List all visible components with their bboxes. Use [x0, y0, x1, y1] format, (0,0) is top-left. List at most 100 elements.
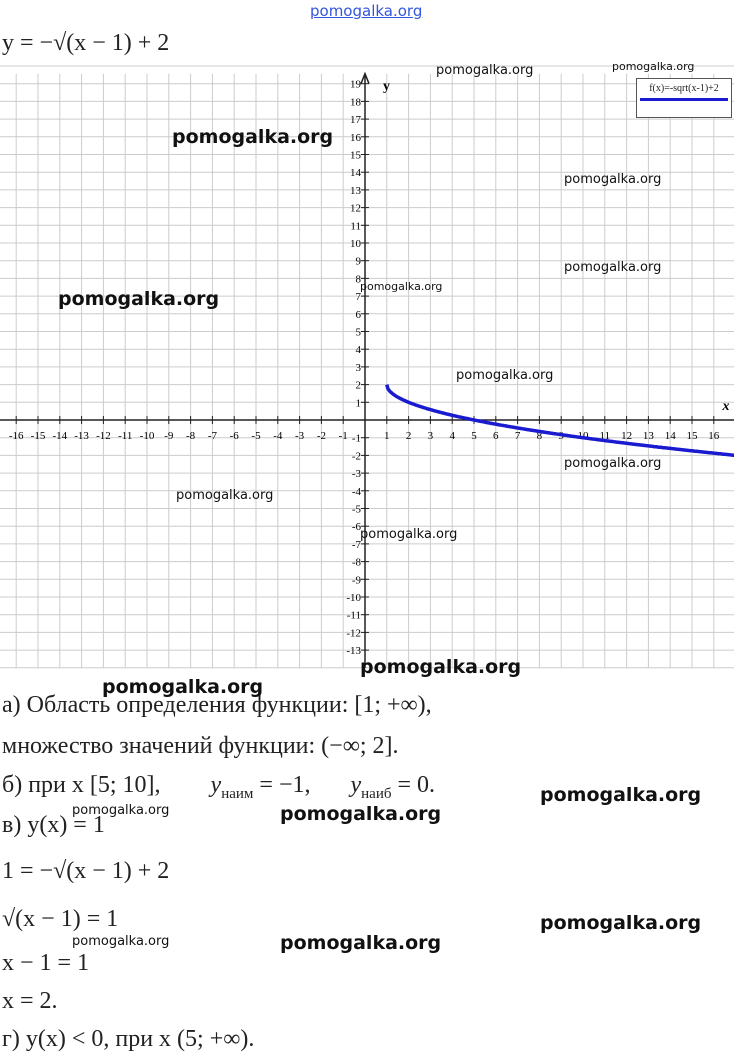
- x-tick-label: -6: [230, 430, 240, 442]
- y-tick-label: -4: [352, 486, 362, 498]
- y-tick-label: -9: [352, 574, 362, 586]
- solution-eq3: x − 1 = 1: [2, 950, 90, 976]
- x-tick-label: 2: [406, 430, 412, 442]
- y-tick-label: 9: [356, 256, 362, 268]
- watermark: pomogalka.org: [564, 456, 662, 471]
- x-tick-label: -7: [208, 430, 218, 442]
- x-tick-label: -11: [118, 430, 132, 442]
- solution-eq1: 1 = −√(x − 1) + 2: [2, 858, 170, 884]
- watermark: pomogalka.org: [360, 656, 522, 678]
- max-val: = 0.: [391, 772, 436, 798]
- watermark: pomogalka.org: [72, 934, 170, 949]
- y-var: y: [350, 772, 362, 798]
- y-tick-label: 7: [356, 291, 362, 303]
- x-tick-label: -16: [9, 430, 24, 442]
- x-tick-label: -14: [52, 430, 67, 442]
- watermark: pomogalka.org: [540, 784, 702, 806]
- y-tick-label: -3: [352, 468, 362, 480]
- y-tick-label: 18: [350, 96, 362, 108]
- x-tick-label: 5: [471, 430, 477, 442]
- y-tick-label: 2: [356, 380, 362, 392]
- max-sub: наиб: [361, 785, 392, 802]
- x-tick-label: -12: [96, 430, 111, 442]
- watermark: pomogalka.org: [612, 60, 695, 73]
- y-tick-label: -1: [352, 433, 361, 445]
- solution-eq2: √(x − 1) = 1: [2, 906, 119, 932]
- x-tick-label: 13: [643, 430, 655, 442]
- y-tick-label: -5: [352, 504, 362, 516]
- watermark: pomogalka.org: [540, 912, 702, 934]
- watermark: pomogalka.org: [564, 260, 662, 275]
- x-tick-label: 14: [665, 430, 677, 442]
- x-tick-label: -4: [273, 430, 283, 442]
- y-tick-label: 4: [356, 344, 362, 356]
- solution-line-a: а) Область определения функции: [1; +∞),: [2, 692, 432, 718]
- chart-legend: f(x)=-sqrt(x-1)+2: [636, 78, 732, 118]
- watermark: pomogalka.org: [456, 368, 554, 383]
- site-link[interactable]: pomogalka.org: [310, 2, 423, 20]
- y-var: y: [210, 772, 222, 798]
- y-tick-label: 13: [350, 185, 362, 197]
- x-tick-label: -10: [140, 430, 155, 442]
- y-tick-label: 11: [350, 220, 361, 232]
- y-tick-label: 3: [356, 362, 362, 374]
- y-tick-label: 17: [350, 114, 362, 126]
- x-tick-label: -13: [74, 430, 89, 442]
- x-tick-label: 1: [384, 430, 390, 442]
- x-tick-label: 7: [515, 430, 521, 442]
- x-tick-label: 8: [537, 430, 543, 442]
- solution-line-b: б) при x [5; 10], yнаим = −1, yнаиб = 0.: [2, 772, 435, 803]
- y-tick-label: 15: [350, 150, 362, 162]
- x-tick-label: -1: [339, 430, 348, 442]
- y-tick-label: -7: [352, 539, 362, 551]
- watermark: pomogalka.org: [564, 172, 662, 187]
- y-axis-arrow: [360, 71, 370, 84]
- formula: y = −√(x − 1) + 2: [2, 30, 170, 56]
- watermark: pomogalka.org: [72, 803, 170, 818]
- x-tick-label: 4: [449, 430, 455, 442]
- y-tick-label: -12: [346, 627, 361, 639]
- y-tick-label: 10: [350, 238, 362, 250]
- x-tick-label: 15: [687, 430, 699, 442]
- function-graph: xy-16 -15 -14 -13 -12 -11 -10 -9 -8 -7 -6 -5 -4 -3 -2-…: [0, 65, 734, 669]
- y-axis-label: y: [383, 79, 390, 94]
- legend-line: [640, 98, 728, 101]
- watermark: pomogalka.org: [436, 63, 534, 78]
- y-tick-label: -6: [352, 521, 362, 533]
- x-tick-label: 11: [600, 430, 611, 442]
- x-tick-label: -3: [295, 430, 305, 442]
- y-tick-label: 8: [356, 273, 362, 285]
- solution-line-range: множество значений функции: (−∞; 2].: [2, 733, 399, 759]
- y-tick-label: 14: [350, 167, 362, 179]
- legend-label: f(x)=-sqrt(x-1)+2: [649, 83, 719, 94]
- x-tick-label: -2: [317, 430, 326, 442]
- watermark: pomogalka.org: [280, 803, 442, 825]
- solution-line-g: г) y(x) < 0, при x (5; +∞).: [2, 1026, 255, 1052]
- y-tick-label: 5: [356, 327, 362, 339]
- b-text: б) при x [5; 10],: [2, 772, 161, 798]
- x-tick-label: 3: [428, 430, 434, 442]
- y-tick-label: 1: [356, 397, 362, 409]
- solution-eq4: x = 2.: [2, 988, 58, 1014]
- min-val: = −1,: [253, 772, 311, 798]
- watermark: pomogalka.org: [58, 288, 220, 310]
- watermark: pomogalka.org: [360, 527, 458, 542]
- function-curve: [385, 384, 734, 458]
- watermark: pomogalka.org: [176, 488, 274, 503]
- y-tick-label: -8: [352, 557, 362, 569]
- y-tick-label: 6: [356, 309, 362, 321]
- y-tick-label: 16: [350, 132, 362, 144]
- x-axis-label: x: [722, 399, 730, 414]
- watermark: pomogalka.org: [280, 932, 442, 954]
- watermark: pomogalka.org: [102, 676, 264, 698]
- x-tick-label: 12: [621, 430, 632, 442]
- watermark: pomogalka.org: [360, 280, 443, 293]
- x-tick-label: -5: [251, 430, 261, 442]
- y-tick-label: -13: [346, 645, 361, 657]
- watermark: pomogalka.org: [172, 126, 334, 148]
- x-tick-label: 16: [708, 430, 720, 442]
- y-tick-label: -2: [352, 450, 361, 462]
- x-tick-label: -9: [164, 430, 174, 442]
- x-tick-label: -15: [31, 430, 46, 442]
- solution-line-v: в) y(x) = 1: [2, 812, 105, 838]
